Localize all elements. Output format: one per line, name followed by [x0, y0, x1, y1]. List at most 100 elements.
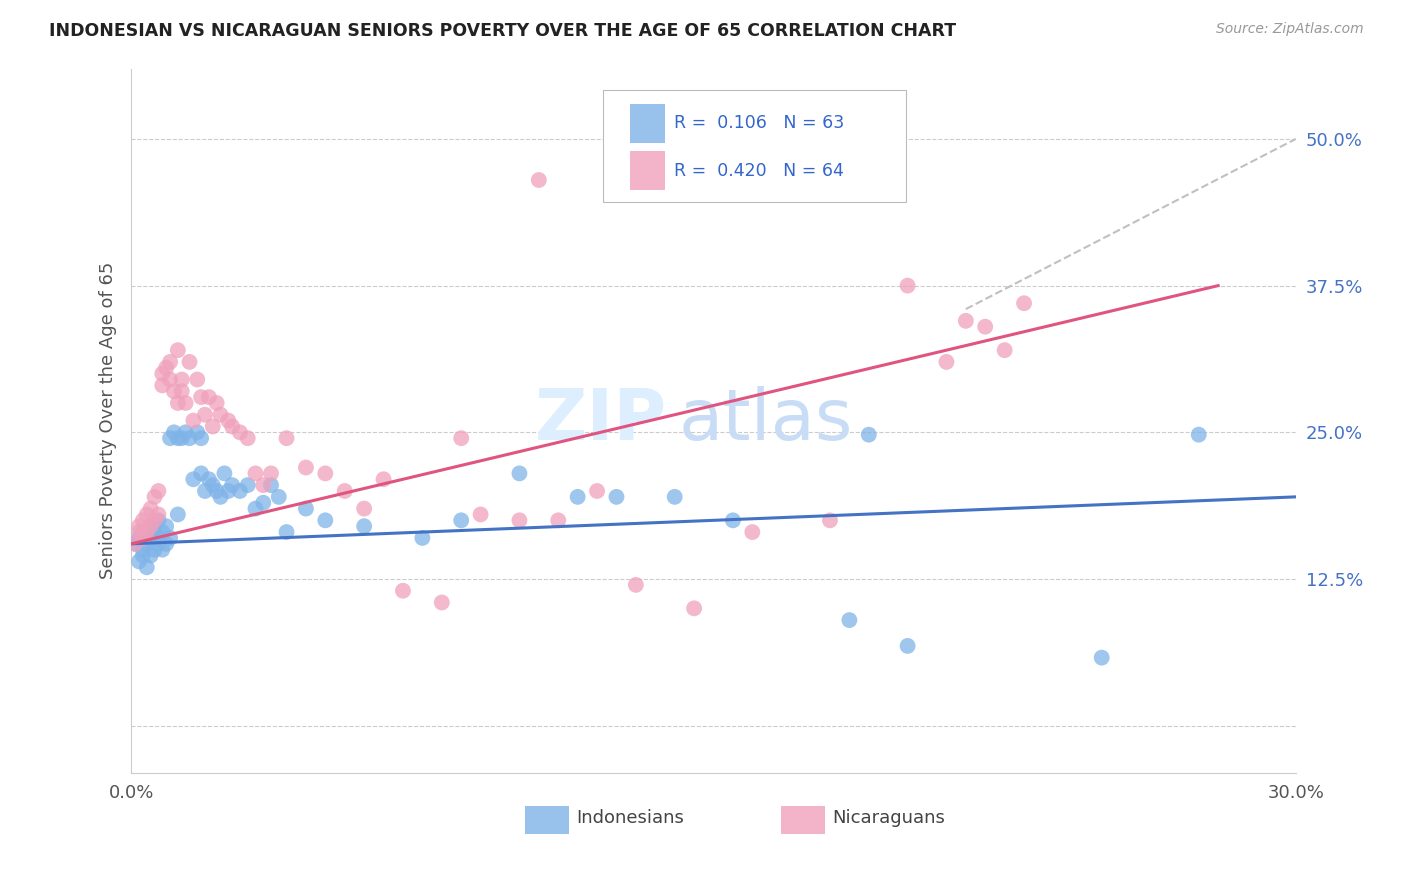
Point: [163, 425, 186, 440]
Point: [135, 537, 157, 551]
FancyBboxPatch shape: [630, 104, 665, 143]
Point: [818, 513, 841, 527]
Point: [217, 414, 239, 428]
Point: [139, 501, 162, 516]
Point: [128, 519, 150, 533]
Point: [150, 524, 173, 539]
Point: [148, 508, 170, 522]
Point: [166, 431, 188, 445]
Point: [252, 496, 274, 510]
Point: [353, 519, 375, 533]
Point: [508, 513, 530, 527]
Point: [183, 472, 205, 486]
Point: [217, 483, 239, 498]
Point: [190, 390, 212, 404]
Point: [450, 513, 472, 527]
Text: atlas: atlas: [679, 386, 853, 455]
Point: [1091, 650, 1114, 665]
Point: [858, 427, 880, 442]
Point: [132, 549, 155, 563]
Point: [135, 524, 157, 539]
FancyBboxPatch shape: [603, 89, 905, 202]
Point: [935, 355, 957, 369]
Point: [166, 508, 188, 522]
Point: [314, 467, 336, 481]
Point: [159, 372, 181, 386]
Point: [260, 478, 283, 492]
Point: [586, 483, 609, 498]
Point: [150, 378, 173, 392]
Point: [132, 513, 155, 527]
Point: [209, 408, 232, 422]
Point: [508, 467, 530, 481]
Point: [128, 531, 150, 545]
Text: R =  0.106   N = 63: R = 0.106 N = 63: [673, 114, 844, 132]
Point: [183, 414, 205, 428]
Point: [470, 508, 492, 522]
Point: [170, 431, 193, 445]
Point: [245, 467, 267, 481]
Point: [373, 472, 395, 486]
Point: [974, 319, 997, 334]
Point: [128, 524, 150, 539]
Point: [229, 425, 252, 440]
Point: [159, 531, 181, 545]
Point: [252, 478, 274, 492]
Point: [276, 431, 298, 445]
Point: [150, 367, 173, 381]
Point: [295, 460, 318, 475]
Point: [190, 431, 212, 445]
FancyBboxPatch shape: [630, 152, 665, 190]
Point: [994, 343, 1017, 358]
Point: [245, 501, 267, 516]
Point: [209, 490, 232, 504]
Point: [170, 372, 193, 386]
Point: [430, 595, 453, 609]
Point: [179, 355, 201, 369]
Point: [1188, 427, 1211, 442]
Point: [353, 501, 375, 516]
Point: [155, 537, 177, 551]
Point: [276, 524, 298, 539]
Point: [148, 537, 170, 551]
Point: [143, 524, 166, 539]
Point: [547, 513, 569, 527]
Point: [135, 508, 157, 522]
Point: [148, 531, 170, 545]
Point: [143, 513, 166, 527]
Point: [150, 542, 173, 557]
Point: [166, 396, 188, 410]
Point: [205, 483, 228, 498]
Point: [314, 513, 336, 527]
Point: [333, 483, 356, 498]
Point: [163, 384, 186, 399]
Point: [721, 513, 744, 527]
Text: ZIP: ZIP: [534, 386, 666, 455]
Text: INDONESIAN VS NICARAGUAN SENIORS POVERTY OVER THE AGE OF 65 CORRELATION CHART: INDONESIAN VS NICARAGUAN SENIORS POVERTY…: [49, 22, 956, 40]
Point: [179, 431, 201, 445]
Point: [201, 419, 224, 434]
Point: [236, 478, 259, 492]
Point: [139, 519, 162, 533]
Point: [567, 490, 589, 504]
Point: [159, 355, 181, 369]
Point: [186, 372, 208, 386]
Point: [124, 537, 146, 551]
Point: [155, 519, 177, 533]
Point: [159, 431, 181, 445]
Point: [897, 639, 920, 653]
Point: [664, 490, 686, 504]
Point: [897, 278, 920, 293]
Point: [170, 384, 193, 399]
Point: [624, 578, 647, 592]
Point: [605, 490, 627, 504]
Point: [194, 408, 217, 422]
Point: [683, 601, 706, 615]
Point: [1012, 296, 1035, 310]
Point: [174, 396, 197, 410]
Point: [194, 483, 217, 498]
Point: [174, 425, 197, 440]
Point: [295, 501, 318, 516]
Point: [186, 425, 208, 440]
Point: [221, 419, 243, 434]
